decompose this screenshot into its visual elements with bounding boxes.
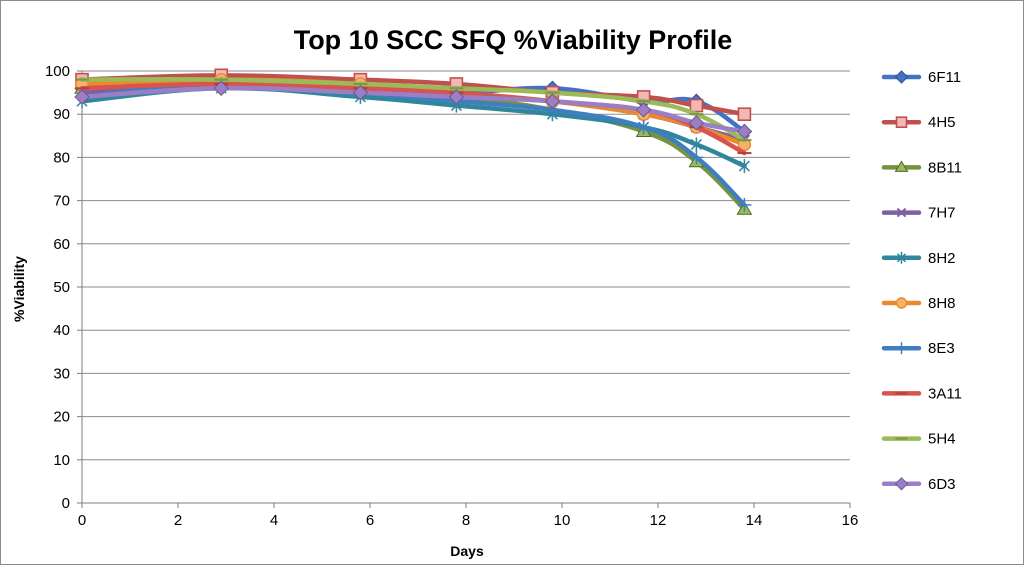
x-tick-label: 0 (78, 512, 86, 529)
y-tick-label: 50 (53, 279, 70, 296)
chart-title: Top 10 SCC SFQ %Viability Profile (294, 25, 733, 55)
x-tick-label: 14 (746, 512, 763, 529)
x-tick-label: 6 (366, 512, 374, 529)
circle-marker (895, 297, 908, 309)
legend: 6F11 4H5 8B11 7H7 8H2 8H8 8E3 3A11 5H4 6D3 (881, 69, 962, 493)
square-marker (895, 116, 908, 128)
x-tick-label: 10 (554, 512, 571, 529)
legend-item-6d3: 6D3 (881, 476, 956, 493)
axes (77, 70, 851, 508)
legend-label: 8H2 (928, 250, 956, 267)
legend-label: 3A11 (928, 385, 962, 402)
square-marker (737, 107, 752, 121)
x-tick-label: 8 (462, 512, 470, 529)
x-marker-stroke (896, 207, 907, 218)
diamond-marker (74, 89, 90, 105)
legend-item-8b11: 8B11 (881, 159, 962, 176)
x-tick-label: 12 (650, 512, 667, 529)
y-tick-labels: 0 10 20 30 40 50 60 70 80 90 100 (45, 63, 70, 512)
triangle-marker (894, 160, 909, 172)
y-tick-label: 0 (62, 495, 70, 512)
legend-item-3a11: 3A11 (881, 385, 962, 402)
legend-label: 8E3 (928, 340, 955, 357)
series-layer (74, 68, 753, 215)
star-marker (690, 137, 702, 152)
legend-label: 8B11 (928, 159, 962, 176)
legend-item-7h7: 7H7 (881, 205, 956, 222)
y-tick-label: 70 (53, 193, 70, 210)
legend-item-4h5: 4H5 (881, 114, 956, 131)
x-tick-labels: 0 2 4 6 8 10 12 14 16 (78, 512, 859, 529)
y-tick-label: 30 (53, 365, 70, 382)
legend-label: 6D3 (928, 476, 956, 493)
diamond-marker (894, 70, 909, 84)
legend-label: 6F11 (928, 69, 961, 86)
plus-marker (689, 150, 704, 165)
x-tick-label: 16 (842, 512, 859, 529)
star-marker (896, 251, 907, 264)
y-axis-title: %Viability (11, 256, 27, 322)
y-tick-label: 100 (45, 63, 70, 80)
legend-label: 5H4 (928, 431, 956, 448)
series-6d3 (74, 80, 753, 140)
y-tick-label: 80 (53, 149, 70, 166)
gridlines (82, 70, 850, 461)
legend-item-8h2: 8H2 (881, 250, 956, 267)
legend-label: 7H7 (928, 205, 956, 222)
diamond-marker (894, 477, 909, 491)
legend-item-8h8: 8H8 (881, 295, 956, 312)
plus-marker (895, 342, 908, 355)
series-5h4 (75, 77, 752, 143)
x-axis-title: Days (450, 543, 484, 559)
x-tick-label: 2 (174, 512, 182, 529)
y-tick-label: 90 (53, 106, 70, 123)
diamond-marker (448, 89, 465, 105)
diamond-marker (635, 102, 652, 118)
plus-marker (636, 120, 651, 135)
legend-label: 4H5 (928, 114, 956, 131)
y-tick-label: 20 (53, 409, 70, 426)
square-marker (689, 98, 704, 113)
diamond-marker (736, 123, 753, 140)
legend-item-5h4: 5H4 (881, 431, 956, 448)
y-tick-label: 60 (53, 236, 70, 253)
x-marker (896, 207, 907, 218)
legend-item-8e3: 8E3 (881, 340, 955, 357)
star-marker (738, 159, 750, 174)
diamond-marker (544, 93, 561, 109)
plus-marker (737, 197, 752, 212)
diamond-marker (213, 80, 229, 96)
legend-label: 8H8 (928, 295, 956, 312)
diamond-marker (352, 84, 369, 101)
y-tick-label: 10 (53, 452, 70, 469)
y-tick-label: 40 (53, 322, 70, 339)
diamond-marker (688, 115, 705, 131)
x-tick-label: 4 (270, 512, 278, 529)
legend-item-6f11: 6F11 (881, 69, 961, 86)
